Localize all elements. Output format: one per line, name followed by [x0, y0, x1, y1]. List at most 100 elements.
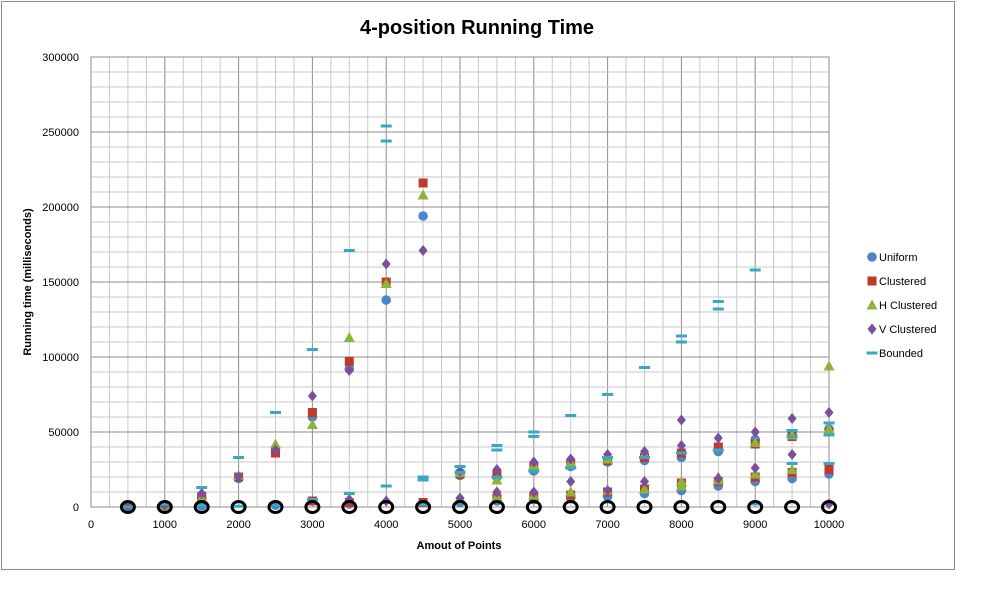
- data-point: [640, 446, 649, 457]
- data-point: [787, 449, 797, 460]
- x-axis-title: Amout of Points: [417, 540, 502, 552]
- data-point: [304, 500, 321, 514]
- data-point: [491, 475, 503, 479]
- data-point: [713, 473, 723, 484]
- data-point: [233, 456, 245, 459]
- data-point: [270, 411, 281, 414]
- data-point: [492, 464, 502, 475]
- data-point: [343, 332, 355, 342]
- y-tick-label: 300000: [42, 52, 79, 64]
- data-point: [529, 456, 539, 468]
- data-point: [824, 407, 834, 418]
- data-point: [341, 500, 358, 514]
- x-tick-label: 7000: [595, 519, 619, 531]
- data-point: [417, 503, 429, 507]
- y-axis-title: Running time (milliseconds): [22, 208, 34, 356]
- legend-item: Bounded: [866, 348, 923, 360]
- data-points: [119, 124, 837, 514]
- data-point: [306, 498, 318, 501]
- y-tick-label: 150000: [42, 277, 79, 289]
- x-tick-label: 5000: [448, 519, 472, 531]
- legend-label: Bounded: [879, 348, 923, 360]
- data-point: [380, 278, 392, 288]
- x-tick-label: 4000: [374, 519, 398, 531]
- data-point: [306, 348, 318, 351]
- data-point: [675, 480, 687, 491]
- legend-item: Clustered: [867, 276, 926, 288]
- data-point: [749, 437, 761, 447]
- data-point: [528, 469, 540, 473]
- data-point: [452, 500, 468, 514]
- data-point: [673, 500, 690, 514]
- y-axis-ticks: 0 50000 100000 150000 200000 250000 300000: [42, 52, 79, 514]
- x-tick-label: 10000: [814, 519, 845, 531]
- legend-marker: [867, 252, 877, 262]
- data-point: [491, 444, 503, 447]
- data-point: [415, 500, 432, 514]
- data-point: [750, 426, 760, 438]
- data-point: [566, 453, 576, 465]
- series-v-clustered: [123, 245, 834, 513]
- data-point: [784, 500, 801, 514]
- data-point: [197, 488, 207, 499]
- data-point: [675, 451, 687, 455]
- data-point: [491, 474, 503, 485]
- data-point: [712, 307, 724, 311]
- data-point: [562, 500, 579, 514]
- data-point: [159, 502, 171, 506]
- y-tick-label: 0: [73, 502, 79, 514]
- data-point: [343, 249, 355, 252]
- data-point: [823, 421, 835, 425]
- data-point: [712, 300, 724, 303]
- data-point: [193, 500, 210, 514]
- data-point: [488, 500, 505, 514]
- data-point: [234, 471, 244, 483]
- data-point: [749, 268, 761, 272]
- data-point: [122, 505, 134, 509]
- data-point: [156, 500, 173, 514]
- chart-title: 4-position Running Time: [360, 17, 594, 39]
- data-point: [639, 456, 650, 459]
- data-point: [418, 245, 428, 256]
- data-point: [786, 429, 798, 432]
- x-tick-label: 2000: [226, 519, 250, 531]
- y-tick-label: 50000: [48, 427, 79, 439]
- data-point: [454, 465, 466, 468]
- data-point: [233, 504, 245, 508]
- data-point: [529, 486, 539, 498]
- data-point: [381, 295, 392, 305]
- legend-marker: [867, 276, 877, 286]
- data-point: [196, 486, 208, 489]
- data-point: [824, 465, 834, 474]
- series-zero-markers: [119, 500, 837, 514]
- data-point: [676, 440, 686, 451]
- data-point: [418, 178, 428, 188]
- data-point: [786, 464, 798, 474]
- x-axis-ticks: 0 1000 2000 3000 4000 5000 6000 7000 8000 9000 100…: [88, 519, 844, 531]
- data-point: [380, 139, 392, 143]
- data-point: [565, 414, 577, 417]
- data-point: [749, 502, 761, 506]
- data-point: [603, 485, 613, 496]
- data-point: [565, 486, 577, 497]
- data-point: [417, 475, 429, 479]
- legend-item: Uniform: [867, 252, 918, 264]
- data-point: [712, 448, 724, 452]
- legend-item: V Clustered: [867, 323, 936, 336]
- data-point: [307, 408, 317, 417]
- legend-marker: [867, 323, 877, 335]
- legend-marker: [866, 299, 878, 310]
- data-point: [196, 504, 208, 507]
- data-point: [417, 189, 429, 200]
- y-tick-label: 100000: [42, 352, 79, 364]
- data-point: [344, 365, 354, 376]
- data-point: [267, 500, 284, 514]
- x-tick-label: 3000: [300, 519, 324, 531]
- data-point: [640, 476, 649, 487]
- data-point: [823, 433, 835, 437]
- data-point: [713, 432, 723, 444]
- data-point: [380, 124, 392, 128]
- data-point: [343, 492, 355, 495]
- data-point: [639, 483, 650, 494]
- data-point: [270, 438, 281, 449]
